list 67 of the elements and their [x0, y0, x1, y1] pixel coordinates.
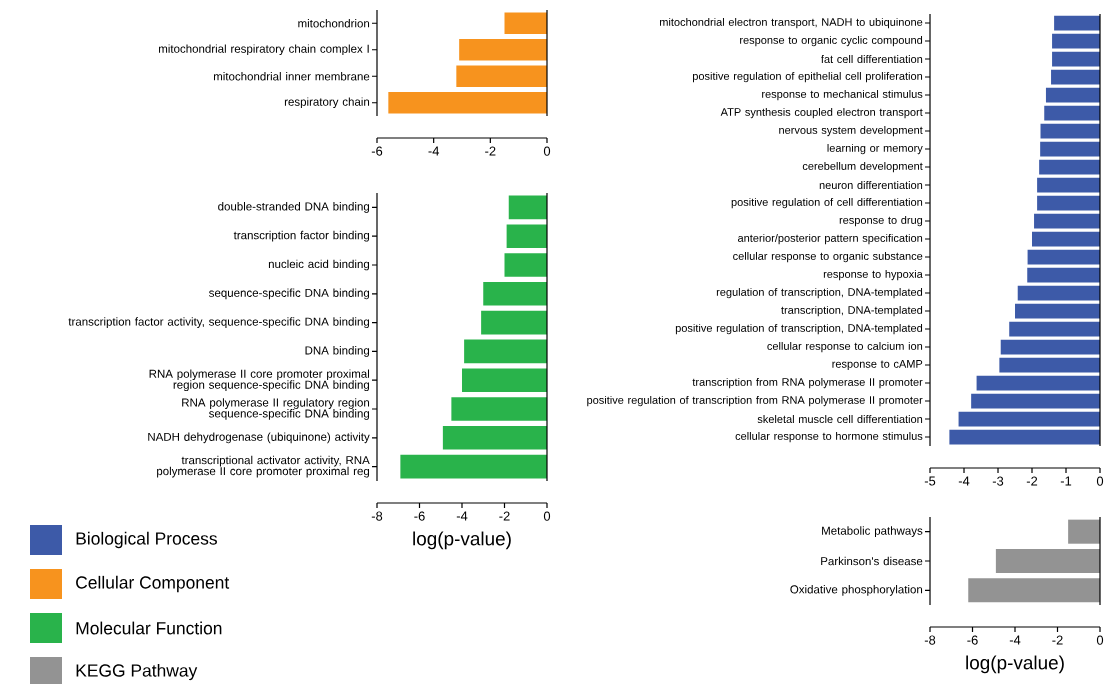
y-tick-label: RNA polymerase II regulatory region sequence-specific DNA binding	[182, 398, 370, 420]
x-tick-label: -2	[499, 511, 510, 521]
y-tick-label: DNA binding	[305, 346, 370, 357]
y-tick-label: transcriptional activator activity, RNA polymerase II core promoter proximal reg	[157, 455, 370, 478]
x-tick-label: -6	[967, 635, 978, 645]
y-tick-label: positive regulation of transcription, DNA-templated	[675, 323, 923, 335]
y-tick-label: neuron differentiation	[819, 180, 923, 190]
x-tick-label: -8	[924, 635, 936, 645]
x-tick-label: -2	[1052, 635, 1063, 645]
x-tick-label: 0	[1096, 635, 1104, 645]
y-tick-label: Metabolic pathways	[822, 526, 923, 538]
x-tick-label: -3	[992, 476, 1004, 486]
y-tick-label: mitochondrion	[298, 19, 370, 28]
y-tick-label: response to organic cyclic compound	[740, 35, 923, 47]
y-tick-label: cerebellum development	[802, 161, 923, 173]
y-tick-label: mitochondrial respiratory chain complex I	[159, 44, 369, 56]
y-tick-label: positive regulation of transcription from RNA polymerase II promoter	[587, 395, 923, 407]
y-tick-label: response to cAMP	[832, 360, 923, 370]
y-tick-label: response to drug	[839, 215, 923, 227]
y-tick-label: RNA polymerase II core promoter proximal region sequence-specific DNA binding	[149, 369, 370, 392]
x-tick-label: -2	[485, 146, 496, 156]
y-tick-label: skeletal muscle cell differentiation	[757, 414, 923, 424]
y-tick-label: cellular response to organic substance	[733, 251, 923, 263]
x-tick-label: -6	[414, 511, 425, 521]
y-tick-label: nucleic acid binding	[268, 259, 370, 271]
x-axis-title: log(p-value)	[966, 655, 1064, 674]
x-tick-label: -4	[456, 511, 468, 521]
y-tick-label: ATP synthesis coupled electron transport	[720, 107, 923, 119]
x-tick-label: -4	[1009, 635, 1021, 645]
legend-label: Biological Process	[76, 531, 217, 549]
y-tick-label: cellular response to calcium ion	[767, 341, 923, 353]
y-tick-label: learning or memory	[827, 143, 923, 155]
y-tick-label: positive regulation of cell differentiation	[731, 197, 923, 209]
x-tick-label: -4	[428, 146, 440, 156]
x-tick-label: 0	[543, 146, 551, 156]
y-tick-label: transcription factor activity, sequence-specific DNA binding	[68, 317, 370, 328]
y-tick-label: cellular response to hormone stimulus	[735, 431, 923, 443]
y-tick-label: fat cell differentiation	[821, 54, 923, 64]
y-tick-label: positive regulation of epithelial cell proliferation	[692, 71, 923, 83]
x-tick-label: -2	[1026, 476, 1038, 486]
y-tick-label: mitochondrial electron transport, NADH to ubiquinone	[660, 17, 923, 29]
y-tick-label: anterior/posterior pattern specification	[738, 233, 923, 245]
x-tick-label: 0	[543, 511, 551, 521]
y-tick-label: nervous system development	[779, 125, 923, 137]
y-tick-label: Parkinson's disease	[821, 556, 923, 566]
y-tick-label: regulation of transcription, DNA-templated	[716, 287, 923, 299]
y-tick-label: transcription, DNA-templated	[781, 305, 923, 317]
y-tick-label: NADH dehydrogenase (ubiquinone) activity	[148, 432, 370, 444]
legend-label: Molecular Function	[76, 621, 222, 635]
legend-label: Cellular Component	[76, 575, 230, 593]
x-tick-label: -5	[924, 476, 936, 486]
x-tick-label: -1	[1060, 476, 1072, 486]
y-tick-label: response to mechanical stimulus	[762, 89, 923, 101]
x-axis-title: log(p-value)	[413, 531, 511, 550]
y-tick-label: mitochondrial inner membrane	[213, 72, 370, 81]
y-tick-label: sequence-specific DNA binding	[209, 288, 370, 300]
y-tick-label: respiratory chain	[284, 97, 370, 109]
legend-label: KEGG Pathway	[76, 663, 198, 681]
y-tick-label: transcription factor binding	[233, 230, 370, 242]
y-tick-label: response to hypoxia	[823, 269, 923, 281]
x-tick-label: -4	[958, 476, 970, 486]
x-tick-label: -6	[371, 146, 383, 156]
x-tick-label: -8	[371, 511, 383, 521]
y-tick-label: transcription from RNA polymerase II promoter	[692, 377, 923, 389]
y-tick-label: double-stranded DNA binding	[218, 202, 370, 213]
x-tick-label: 0	[1096, 476, 1104, 486]
y-tick-label: Oxidative phosphorylation	[790, 584, 923, 596]
